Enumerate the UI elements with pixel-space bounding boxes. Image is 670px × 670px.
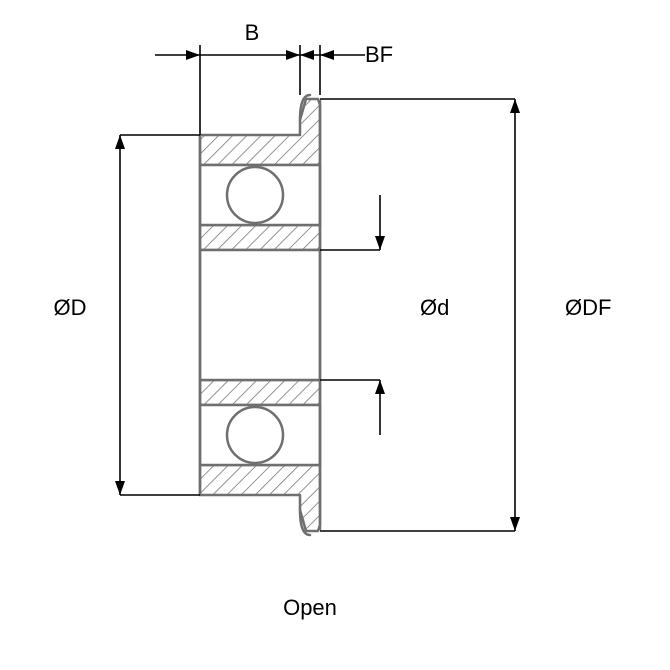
dimension-label: BF [365, 42, 393, 67]
dimension-label: B [245, 20, 260, 45]
drawing-layer [200, 95, 320, 535]
dimension-layer: B BF ØD Ød ØDF [54, 20, 612, 531]
dimension-label: ØDF [565, 295, 611, 320]
dimension-label: ØD [54, 295, 87, 320]
bearing-diagram: B BF ØD Ød ØDF Open [0, 0, 670, 670]
dimension-label: Ød [420, 295, 449, 320]
caption-label: Open [283, 595, 337, 620]
